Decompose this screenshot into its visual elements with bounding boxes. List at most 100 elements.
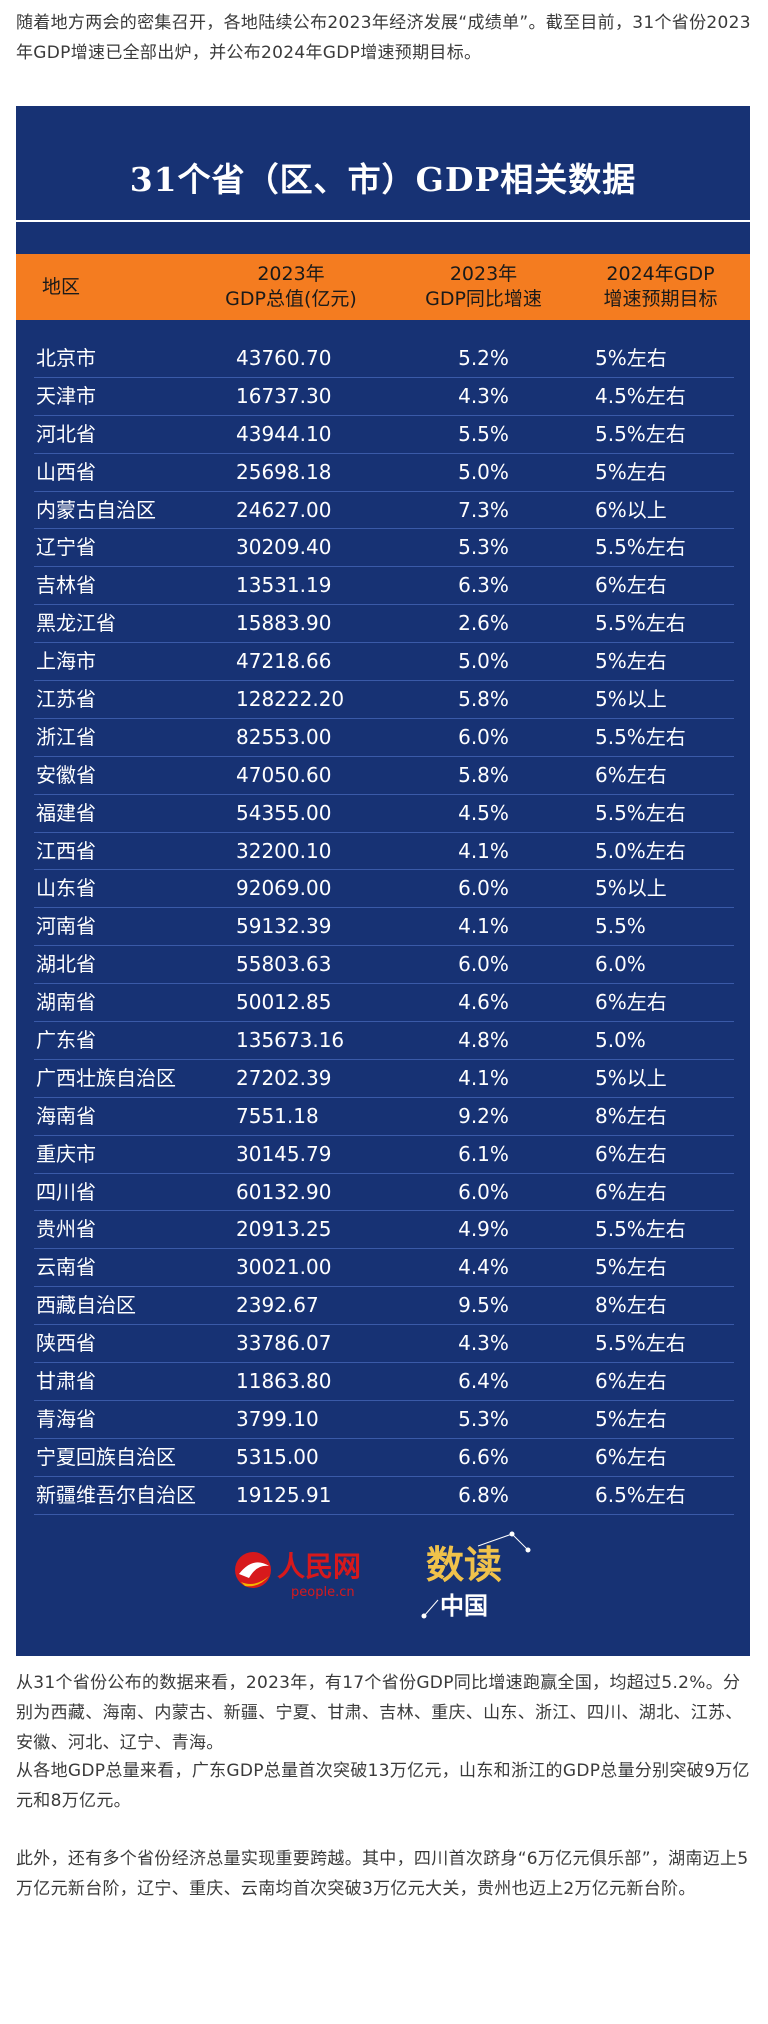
growth-target-cell: 5.5%: [595, 914, 646, 939]
table-row: 陕西省 33786.07 4.3% 5.5%左右: [16, 1325, 750, 1363]
header-region: 地区: [42, 275, 81, 298]
region-cell: 福建省: [36, 800, 96, 825]
table-row: 河南省 59132.39 4.1% 5.5%: [16, 908, 750, 947]
gdp-total-cell: 47218.66: [236, 649, 332, 674]
gdp-growth-cell: 4.3%: [458, 1331, 509, 1356]
table-row: 江苏省 128222.20 5.8% 5%以上: [16, 681, 750, 719]
gdp-total-cell: 50012.85: [236, 990, 332, 1015]
intro-paragraph: 随着地方两会的密集召开，各地陆续公布2023年经济发展“成绩单”。截至目前，31…: [16, 13, 751, 63]
table-row: 宁夏回族自治区 5315.00 6.6% 6%左右: [16, 1439, 750, 1477]
gdp-total-cell: 11863.80: [236, 1369, 332, 1394]
table-row: 云南省 30021.00 4.4% 5%左右: [16, 1249, 750, 1288]
table-row: 山东省 92069.00 6.0% 5%以上: [16, 870, 750, 909]
gdp-growth-cell: 2.6%: [458, 611, 509, 636]
region-cell: 辽宁省: [36, 535, 96, 560]
region-cell: 新疆维吾尔自治区: [36, 1482, 196, 1507]
growth-target-cell: 5%左右: [595, 1255, 667, 1280]
gdp-total-cell: 43944.10: [236, 421, 332, 446]
table-row: 西藏自治区 2392.67 9.5% 8%左右: [16, 1287, 750, 1326]
region-cell: 安徽省: [36, 762, 96, 787]
table-row: 湖北省 55803.63 6.0% 6.0%: [16, 946, 750, 985]
header-gdp-growth: 2023年 GDP同比增速: [425, 263, 542, 310]
growth-target-cell: 5%左右: [595, 1406, 667, 1431]
gdp-growth-cell: 5.5%: [458, 421, 509, 446]
region-cell: 北京市: [36, 346, 96, 370]
header-gdp-total: 2023年 GDP总值(亿元): [225, 263, 357, 310]
gdp-growth-cell: 6.0%: [458, 724, 509, 749]
gdp-growth-cell: 6.0%: [458, 876, 509, 901]
gdp-growth-cell: 6.0%: [458, 1179, 509, 1204]
gdp-growth-cell: 4.1%: [458, 838, 509, 863]
gdp-growth-cell: 9.5%: [458, 1293, 509, 1318]
growth-target-cell: 6%左右: [595, 1444, 667, 1469]
gdp-total-cell: 135673.16: [236, 1028, 345, 1053]
region-cell: 重庆市: [36, 1141, 96, 1166]
gdp-total-cell: 25698.18: [236, 459, 332, 484]
people-daily-emblem-icon: [235, 1552, 271, 1588]
region-cell: 湖南省: [36, 990, 96, 1015]
gdp-total-cell: 15883.90: [236, 611, 332, 636]
region-cell: 青海省: [36, 1406, 96, 1431]
gdp-growth-cell: 6.1%: [458, 1141, 509, 1166]
gdp-total-cell: 82553.00: [236, 724, 332, 749]
table-row: 黑龙江省 15883.90 2.6% 5.5%左右: [16, 605, 750, 644]
gdp-total-cell: 20913.25: [236, 1217, 332, 1242]
table-row: 山西省 25698.18 5.0% 5%左右: [16, 454, 750, 492]
gdp-total-cell: 59132.39: [236, 914, 332, 939]
shudu-top-text: 数读: [426, 1542, 502, 1587]
region-cell: 广西壮族自治区: [36, 1065, 176, 1090]
gdp-total-cell: 30145.79: [236, 1141, 332, 1166]
growth-target-cell: 5.5%左右: [595, 611, 686, 636]
growth-target-cell: 4.5%左右: [595, 383, 686, 408]
region-cell: 天津市: [36, 383, 96, 408]
region-cell: 山东省: [36, 876, 96, 901]
growth-target-cell: 5.5%左右: [595, 800, 686, 825]
table-row: 湖南省 50012.85 4.6% 6%左右: [16, 984, 750, 1022]
table-row: 辽宁省 30209.40 5.3% 5.5%左右: [16, 529, 750, 568]
growth-target-cell: 5.5%左右: [595, 535, 686, 560]
region-cell: 江西省: [36, 838, 96, 863]
growth-target-cell: 5%以上: [595, 687, 667, 712]
table-title: 31个省（区、市）GDP相关数据: [129, 160, 637, 199]
gdp-growth-cell: 4.4%: [458, 1255, 509, 1280]
people-daily-url: people.cn: [291, 1585, 355, 1600]
growth-target-cell: 8%左右: [595, 1103, 667, 1128]
gdp-total-cell: 7551.18: [236, 1103, 319, 1128]
region-cell: 上海市: [36, 649, 96, 674]
region-cell: 云南省: [36, 1255, 96, 1280]
gdp-total-cell: 3799.10: [236, 1406, 319, 1431]
growth-target-cell: 5.5%左右: [595, 724, 686, 749]
table-row: 甘肃省 11863.80 6.4% 6%左右: [16, 1363, 750, 1401]
growth-target-cell: 5.0%: [595, 1028, 646, 1053]
growth-target-cell: 5.5%左右: [595, 421, 686, 446]
analysis-paragraph-1: 从31个省份公布的数据来看，2023年，有17个省份GDP同比增速跑赢全国，均超…: [16, 1673, 743, 1753]
gdp-total-cell: 43760.70: [236, 346, 332, 370]
region-cell: 山西省: [36, 459, 96, 484]
gdp-growth-cell: 6.0%: [458, 952, 509, 977]
people-daily-logo: 人民网 people.cn: [235, 1550, 361, 1600]
region-cell: 甘肃省: [36, 1369, 96, 1394]
growth-target-cell: 5.5%左右: [595, 1331, 686, 1356]
gdp-growth-cell: 4.9%: [458, 1217, 509, 1242]
gdp-growth-cell: 6.3%: [458, 573, 509, 598]
table-row: 福建省 54355.00 4.5% 5.5%左右: [16, 795, 750, 833]
growth-target-cell: 6.5%左右: [595, 1482, 686, 1507]
table-row: 内蒙古自治区 24627.00 7.3% 6%以上: [16, 492, 750, 530]
region-cell: 内蒙古自治区: [36, 497, 156, 522]
logo-area: 人民网 people.cn 数读 中国: [16, 1524, 750, 1634]
growth-target-cell: 6%左右: [595, 1369, 667, 1394]
gdp-total-cell: 54355.00: [236, 800, 332, 825]
header-growth-target: 2024年GDP 增速预期目标: [603, 263, 718, 310]
table-row: 青海省 3799.10 5.3% 5%左右: [16, 1401, 750, 1439]
gdp-total-cell: 24627.00: [236, 497, 332, 522]
growth-target-cell: 6%左右: [595, 1141, 667, 1166]
growth-target-cell: 6%左右: [595, 573, 667, 598]
gdp-growth-cell: 5.3%: [458, 535, 509, 560]
analysis-paragraph-2: 从各地GDP总量来看，广东GDP总量首次突破13万亿元，山东和浙江的GDP总量分…: [16, 1761, 750, 1811]
gdp-growth-cell: 5.3%: [458, 1406, 509, 1431]
gdp-total-cell: 30021.00: [236, 1255, 332, 1280]
growth-target-cell: 6%以上: [595, 497, 667, 522]
table-row: 北京市 43760.70 5.2% 5%左右: [16, 340, 750, 378]
region-cell: 四川省: [36, 1179, 96, 1204]
table-body: 北京市 43760.70 5.2% 5%左右 天津市 16737.30 4.3% 4.5%左右…: [16, 340, 750, 1515]
